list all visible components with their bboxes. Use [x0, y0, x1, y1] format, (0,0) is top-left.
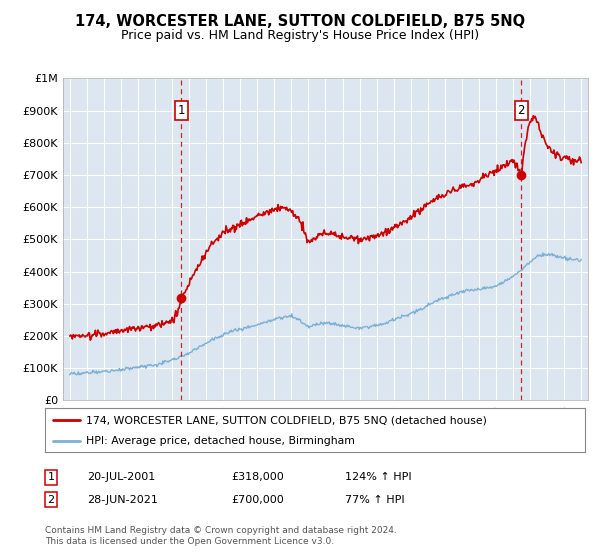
Text: 1: 1: [47, 472, 55, 482]
Text: 2: 2: [47, 494, 55, 505]
Text: 77% ↑ HPI: 77% ↑ HPI: [345, 494, 404, 505]
Text: 1: 1: [178, 104, 185, 117]
Text: £700,000: £700,000: [231, 494, 284, 505]
Text: Price paid vs. HM Land Registry's House Price Index (HPI): Price paid vs. HM Land Registry's House …: [121, 29, 479, 42]
Text: 124% ↑ HPI: 124% ↑ HPI: [345, 472, 412, 482]
Text: 2: 2: [518, 104, 525, 117]
Text: Contains HM Land Registry data © Crown copyright and database right 2024.
This d: Contains HM Land Registry data © Crown c…: [45, 526, 397, 546]
Text: £318,000: £318,000: [231, 472, 284, 482]
Text: 174, WORCESTER LANE, SUTTON COLDFIELD, B75 5NQ (detached house): 174, WORCESTER LANE, SUTTON COLDFIELD, B…: [86, 415, 487, 425]
Text: 174, WORCESTER LANE, SUTTON COLDFIELD, B75 5NQ: 174, WORCESTER LANE, SUTTON COLDFIELD, B…: [75, 14, 525, 29]
Text: HPI: Average price, detached house, Birmingham: HPI: Average price, detached house, Birm…: [86, 436, 355, 446]
Text: 20-JUL-2001: 20-JUL-2001: [87, 472, 155, 482]
Text: 28-JUN-2021: 28-JUN-2021: [87, 494, 158, 505]
